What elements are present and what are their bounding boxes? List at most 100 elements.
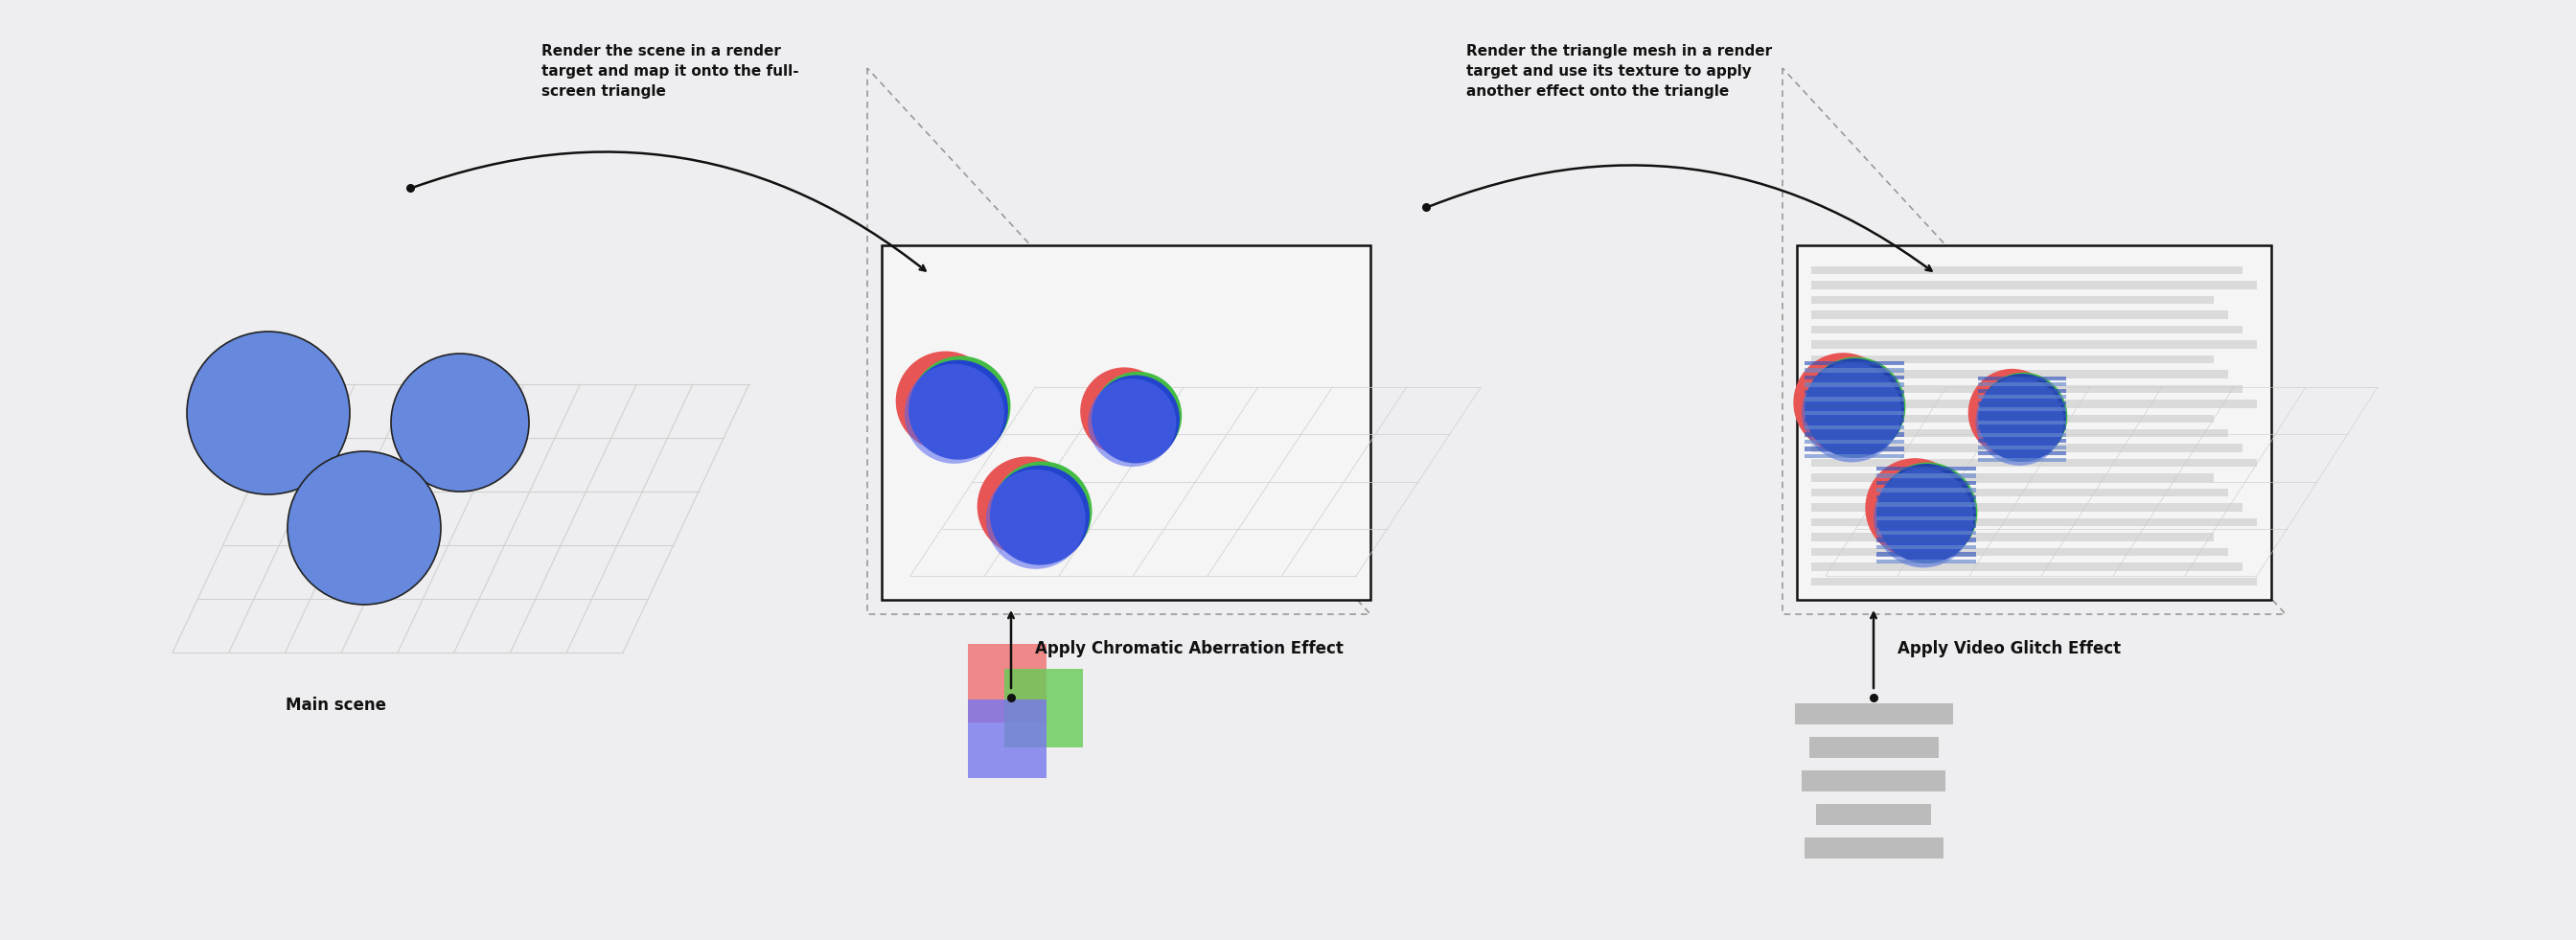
Bar	[1875, 502, 1976, 507]
Bar	[1806, 361, 1904, 366]
Bar	[1811, 459, 2257, 467]
Text: Apply Chromatic Aberration Effect: Apply Chromatic Aberration Effect	[1036, 640, 1345, 658]
Circle shape	[1875, 463, 1976, 563]
Bar	[1811, 400, 2257, 408]
Circle shape	[1095, 371, 1182, 460]
Bar	[1806, 375, 1904, 380]
Bar	[1795, 703, 1953, 725]
Bar	[1811, 355, 2213, 364]
Circle shape	[976, 457, 1077, 556]
Bar	[1875, 466, 1976, 471]
Bar	[1811, 518, 2257, 526]
Bar	[1806, 404, 1904, 408]
Bar	[1811, 503, 2244, 511]
Bar	[1808, 737, 1937, 758]
Bar	[1875, 516, 1976, 521]
Circle shape	[289, 451, 440, 604]
Bar	[1798, 245, 2272, 600]
Bar	[1978, 401, 2066, 405]
Bar	[1875, 552, 1976, 556]
Circle shape	[1806, 357, 1906, 457]
Bar	[1811, 533, 2213, 541]
Bar	[1978, 376, 2066, 380]
Circle shape	[1865, 458, 1965, 557]
Bar	[881, 245, 1370, 600]
Bar	[1978, 414, 2066, 417]
Bar	[1806, 383, 1904, 387]
Bar	[1978, 433, 2066, 437]
Circle shape	[989, 465, 1090, 565]
Bar	[1875, 509, 1976, 513]
Circle shape	[909, 360, 1007, 460]
Circle shape	[1806, 358, 1904, 458]
Bar	[1811, 577, 2257, 586]
Bar	[1978, 427, 2066, 431]
Bar	[1875, 495, 1976, 499]
Circle shape	[1092, 375, 1180, 463]
Circle shape	[392, 353, 528, 492]
Bar	[1978, 439, 2066, 443]
Circle shape	[904, 364, 1005, 463]
Bar	[1005, 669, 1084, 748]
Bar	[1806, 397, 1904, 401]
Bar	[1811, 296, 2213, 305]
Circle shape	[1079, 368, 1170, 456]
Bar	[1806, 432, 1904, 437]
Bar	[1811, 562, 2244, 571]
Bar	[1806, 368, 1904, 372]
Circle shape	[1801, 363, 1901, 462]
Circle shape	[987, 469, 1084, 569]
Bar	[1811, 384, 2244, 393]
Circle shape	[1978, 372, 2069, 461]
Bar	[1978, 420, 2066, 424]
Bar	[1811, 430, 2228, 437]
Bar	[1978, 446, 2066, 449]
Bar	[1806, 418, 1904, 422]
Bar	[1806, 425, 1904, 430]
Circle shape	[1793, 352, 1893, 452]
Text: Render the triangle mesh in a render
target and use its texture to apply
another: Render the triangle mesh in a render tar…	[1466, 44, 1772, 99]
Bar	[1806, 446, 1904, 451]
Circle shape	[1878, 462, 1978, 562]
Text: Apply Video Glitch Effect: Apply Video Glitch Effect	[1899, 640, 2120, 658]
Bar	[1875, 538, 1976, 542]
Circle shape	[912, 356, 1010, 456]
Bar	[1978, 452, 2066, 456]
Bar	[1811, 311, 2228, 319]
Circle shape	[188, 332, 350, 494]
Bar	[1806, 454, 1904, 458]
Circle shape	[1978, 374, 2066, 462]
Bar	[969, 644, 1046, 723]
Bar	[1801, 771, 1945, 791]
Bar	[1811, 340, 2257, 349]
Circle shape	[896, 352, 994, 451]
Bar	[1875, 474, 1976, 478]
Bar	[1875, 559, 1976, 563]
Bar	[1875, 488, 1976, 493]
Bar	[1978, 383, 2066, 386]
Bar	[1811, 281, 2257, 290]
Bar	[1875, 531, 1976, 535]
Bar	[1806, 411, 1904, 415]
Circle shape	[1087, 379, 1177, 467]
Bar	[1978, 458, 2066, 462]
Circle shape	[992, 462, 1092, 561]
Bar	[1806, 390, 1904, 394]
Text: Render the scene in a render
target and map it onto the full-
screen triangle: Render the scene in a render target and …	[541, 44, 799, 99]
Circle shape	[1976, 377, 2063, 465]
Bar	[1811, 266, 2244, 274]
Bar	[1811, 474, 2213, 482]
Bar	[1875, 524, 1976, 528]
Bar	[1875, 481, 1976, 485]
Bar	[1811, 548, 2228, 556]
Circle shape	[1968, 368, 2056, 457]
Bar	[1811, 444, 2244, 452]
Bar	[1811, 489, 2228, 496]
Text: Main scene: Main scene	[286, 697, 386, 713]
Bar	[1811, 370, 2228, 378]
Bar	[1978, 395, 2066, 399]
Bar	[969, 699, 1046, 777]
Bar	[1811, 325, 2244, 334]
Bar	[1816, 804, 1932, 825]
Circle shape	[1873, 468, 1973, 568]
